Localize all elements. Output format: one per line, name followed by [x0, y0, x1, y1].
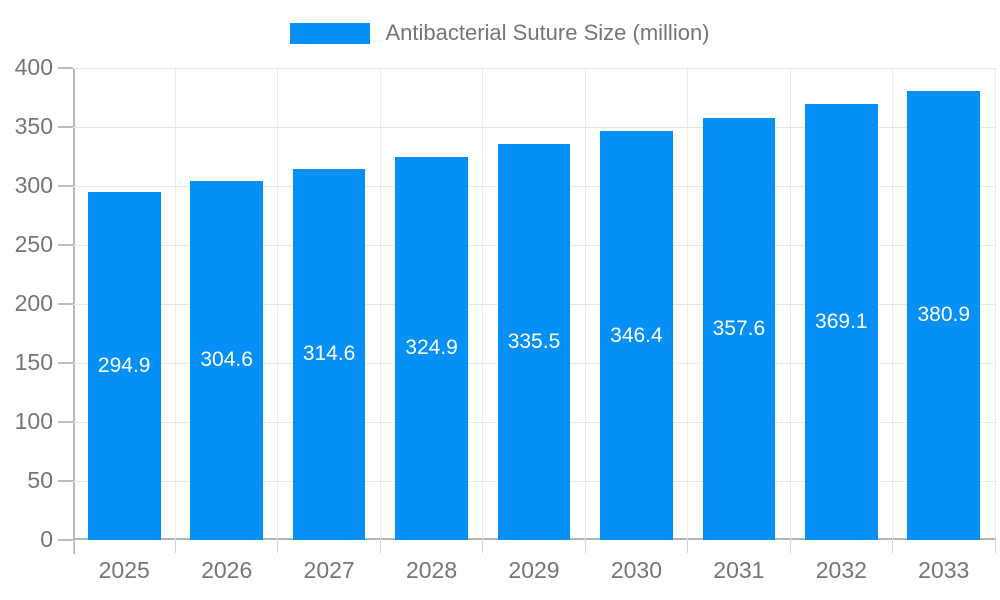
y-tick-label: 350 [14, 112, 53, 139]
x-tick-label: 2029 [508, 557, 560, 583]
bar-value-label: 380.9 [917, 303, 971, 327]
gridline-v [687, 68, 689, 540]
y-tick-mark [58, 303, 73, 305]
y-axis-line [73, 68, 75, 554]
x-tick-label: 2027 [303, 557, 355, 583]
bar-value-label: 304.6 [200, 348, 253, 372]
bar-value-label: 324.9 [405, 336, 458, 360]
bar[interactable]: 380.9 [907, 90, 981, 540]
x-tick-mark [994, 540, 996, 553]
bar-value-label: 369.1 [815, 310, 868, 334]
gridline-v [584, 68, 586, 540]
x-tick-mark [174, 540, 176, 553]
y-tick-label: 50 [27, 466, 53, 493]
gridline-v [789, 68, 791, 540]
bar[interactable]: 369.1 [804, 104, 878, 540]
bar-value-label: 314.6 [302, 342, 356, 366]
y-tick-label: 300 [14, 171, 53, 198]
legend-item[interactable]: Antibacterial Suture Size (million) [0, 20, 1000, 46]
y-tick-label: 400 [14, 53, 53, 80]
y-tick-label: 250 [14, 230, 53, 257]
y-tick-label: 150 [14, 348, 53, 375]
y-tick-label: 0 [40, 525, 53, 552]
x-tick-mark [379, 540, 381, 553]
legend-swatch [290, 22, 371, 44]
y-tick-mark [58, 67, 73, 69]
y-tick-mark [58, 421, 73, 423]
gridline-v [994, 68, 996, 540]
bar[interactable]: 294.9 [87, 192, 161, 540]
x-tick-label: 2032 [815, 557, 867, 583]
x-tick-mark [482, 540, 484, 553]
gridline-v [174, 68, 176, 540]
x-tick-label: 2028 [405, 557, 458, 583]
x-tick-label: 2026 [201, 557, 253, 583]
y-tick-label: 100 [14, 407, 53, 434]
bar-value-label: 357.6 [712, 317, 766, 341]
x-tick-mark [277, 540, 279, 553]
bar[interactable]: 304.6 [190, 180, 264, 540]
legend-label: Antibacterial Suture Size (million) [385, 20, 710, 45]
bar-value-label: 335.5 [507, 330, 561, 354]
gridline-h [73, 126, 995, 128]
x-tick-mark [584, 540, 586, 553]
bar[interactable]: 335.5 [497, 144, 571, 540]
x-tick-mark [72, 540, 74, 553]
bar[interactable]: 324.9 [395, 156, 468, 540]
y-tick-mark [58, 539, 73, 541]
y-tick-mark [58, 244, 73, 246]
x-tick-mark [687, 540, 689, 553]
y-tick-mark [58, 362, 73, 364]
gridline-v [379, 68, 381, 540]
x-tick-mark [789, 540, 791, 553]
gridline-v [482, 68, 484, 540]
x-tick-label: 2031 [713, 557, 765, 583]
y-tick-mark [58, 185, 73, 187]
gridline-h [73, 67, 995, 69]
gridline-v [892, 68, 894, 540]
x-tick-mark [892, 540, 894, 553]
y-tick-mark [58, 480, 73, 482]
bar[interactable]: 314.6 [292, 168, 366, 540]
x-tick-label: 2025 [98, 557, 150, 583]
y-tick-mark [58, 126, 73, 128]
bar-value-label: 294.9 [97, 354, 151, 378]
gridline-v [277, 68, 279, 540]
x-tick-label: 2030 [610, 557, 663, 583]
x-tick-label: 2033 [918, 557, 970, 583]
bar[interactable]: 357.6 [702, 118, 776, 540]
bar-value-label: 346.4 [610, 323, 663, 347]
y-tick-label: 200 [14, 289, 53, 316]
bar[interactable]: 346.4 [600, 131, 673, 540]
plot-area: 0 50 100 150 200 250 300 350 400 294.9 2025 304.6 20… [15, 54, 996, 583]
